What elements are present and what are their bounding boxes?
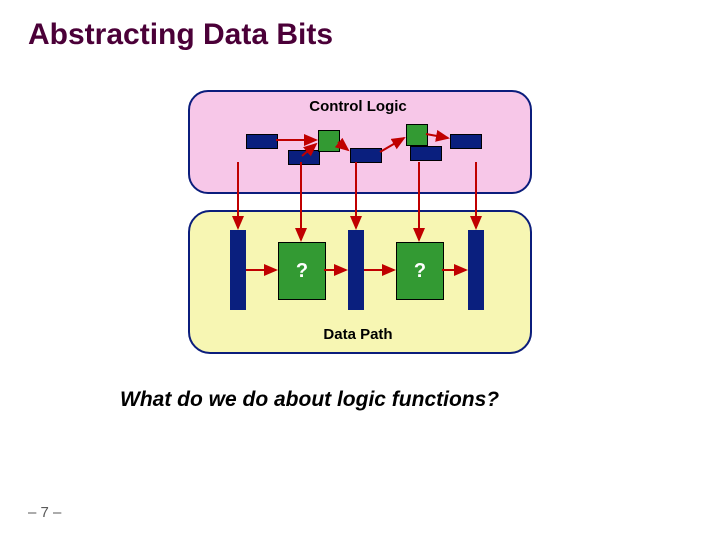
page-title: Abstracting Data Bits [28, 18, 333, 52]
question-text: What do we do about logic functions? [120, 388, 499, 412]
control-label: Control Logic [188, 98, 528, 115]
comb-box [318, 130, 340, 152]
datapath-label: Data Path [188, 326, 528, 343]
comb-box [406, 124, 428, 146]
q-box: ? [396, 242, 444, 300]
control-rect [450, 134, 482, 149]
control-rect [350, 148, 382, 163]
q-box: ? [278, 242, 326, 300]
register [468, 230, 484, 310]
control-rect [246, 134, 278, 149]
page-number: – 7 – [28, 504, 61, 521]
register [348, 230, 364, 310]
diagram-area: Control Logic ? ? Data Path [188, 90, 538, 360]
control-rect [410, 146, 442, 161]
control-rect [288, 150, 320, 165]
register [230, 230, 246, 310]
